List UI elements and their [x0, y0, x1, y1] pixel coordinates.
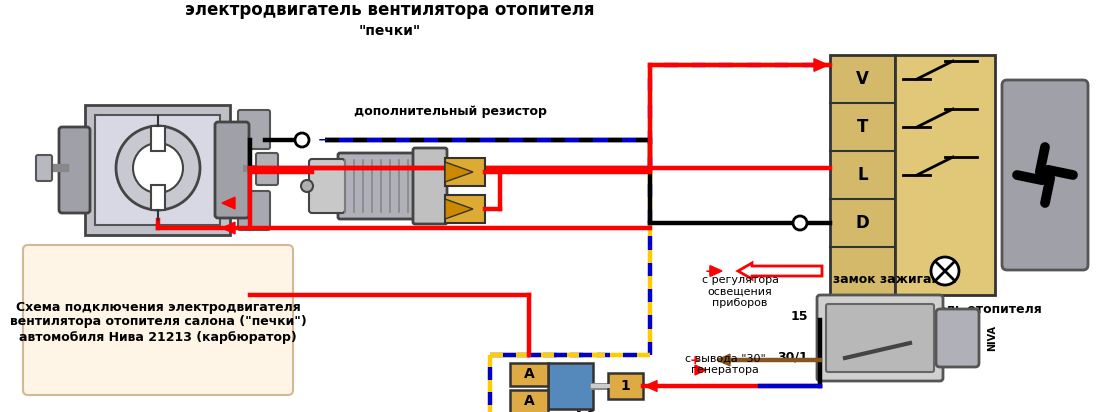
Bar: [608, 373, 643, 399]
Circle shape: [931, 257, 959, 285]
FancyBboxPatch shape: [826, 304, 934, 372]
Polygon shape: [222, 197, 235, 209]
Text: 15: 15: [790, 310, 808, 323]
Bar: [895, 55, 995, 295]
Text: NIVA: NIVA: [987, 325, 997, 351]
FancyBboxPatch shape: [1002, 80, 1088, 270]
Text: −: −: [783, 217, 794, 230]
FancyBboxPatch shape: [238, 110, 270, 149]
FancyBboxPatch shape: [338, 153, 427, 219]
Circle shape: [1040, 170, 1050, 180]
FancyBboxPatch shape: [215, 122, 249, 218]
Text: A: A: [524, 367, 535, 381]
Bar: [151, 126, 165, 151]
Circle shape: [301, 180, 313, 192]
FancyBboxPatch shape: [445, 195, 486, 223]
Circle shape: [295, 133, 309, 147]
Text: электродвигатель вентилятора отопителя: электродвигатель вентилятора отопителя: [185, 1, 595, 19]
FancyBboxPatch shape: [309, 159, 345, 213]
Text: L: L: [857, 166, 868, 184]
Circle shape: [133, 143, 183, 193]
Text: V: V: [856, 70, 869, 88]
FancyBboxPatch shape: [59, 127, 90, 213]
FancyBboxPatch shape: [936, 309, 979, 367]
Text: 1: 1: [620, 379, 630, 393]
Polygon shape: [445, 199, 473, 219]
Polygon shape: [222, 222, 235, 234]
Circle shape: [116, 126, 199, 210]
Polygon shape: [814, 59, 827, 71]
Text: +: +: [690, 354, 700, 367]
Text: с вывода "30"
генератора: с вывода "30" генератора: [685, 353, 765, 375]
Text: с регулятора
освещения
приборов: с регулятора освещения приборов: [701, 275, 778, 308]
Bar: [548, 363, 593, 409]
FancyBboxPatch shape: [85, 105, 230, 235]
Polygon shape: [445, 162, 473, 182]
Text: переключатель отопителя: переключатель отопителя: [848, 303, 1041, 316]
Circle shape: [794, 216, 807, 230]
Text: замок зажигания: замок зажигания: [833, 273, 957, 286]
Bar: [151, 185, 165, 210]
Bar: [510, 363, 548, 386]
Bar: [95, 115, 220, 225]
Text: D: D: [856, 214, 869, 232]
Polygon shape: [710, 266, 722, 276]
FancyBboxPatch shape: [238, 191, 270, 230]
FancyBboxPatch shape: [817, 295, 943, 381]
Text: T: T: [857, 118, 868, 136]
Polygon shape: [717, 354, 730, 366]
FancyBboxPatch shape: [413, 148, 447, 224]
Text: Схема подключения электродвигателя
вентилятора отопителя салона ("печки")
автомо: Схема подключения электродвигателя венти…: [10, 300, 307, 344]
FancyBboxPatch shape: [256, 153, 278, 185]
Bar: [510, 390, 548, 412]
Text: −: −: [318, 134, 329, 147]
Polygon shape: [646, 381, 657, 391]
Bar: [830, 55, 895, 295]
FancyBboxPatch shape: [23, 245, 293, 395]
Polygon shape: [695, 365, 706, 375]
Text: +: +: [705, 265, 716, 278]
Text: дополнительный резистор: дополнительный резистор: [354, 105, 547, 118]
Text: A: A: [524, 394, 535, 408]
Text: "печки": "печки": [358, 24, 421, 38]
Text: 30/1: 30/1: [777, 350, 808, 363]
FancyBboxPatch shape: [445, 158, 486, 186]
Text: основной блок
предохранителей: основной блок предохранителей: [509, 410, 631, 412]
FancyArrow shape: [738, 263, 822, 279]
FancyBboxPatch shape: [36, 155, 52, 181]
